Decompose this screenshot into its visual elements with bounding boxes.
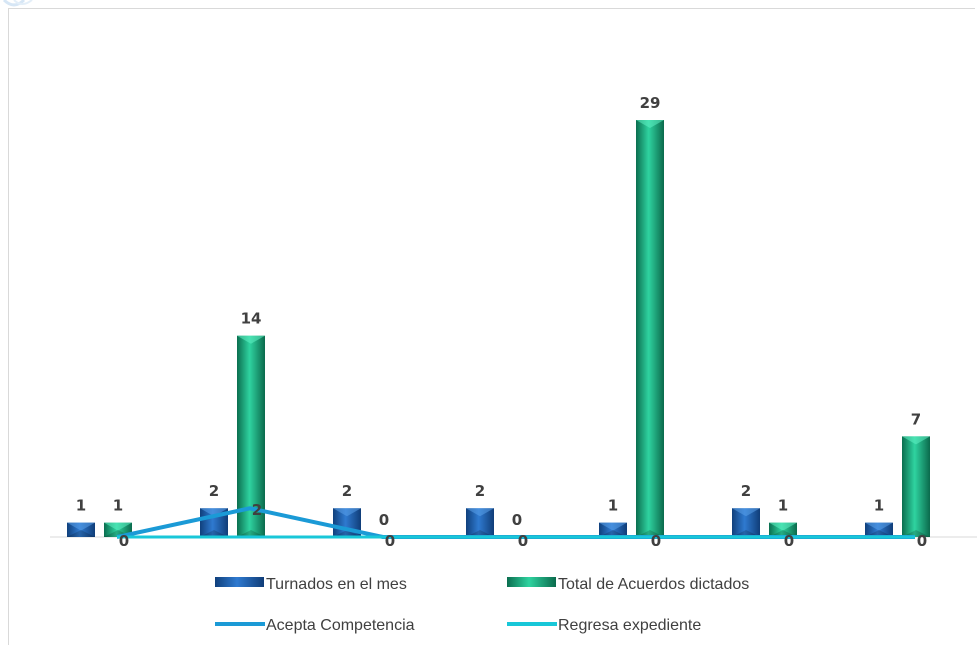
legend: Turnados en el mes Total de Acuerdos dict… [215,576,749,634]
bar-bevel-0-5 [732,508,760,517]
data-label-turnados-5: 2 [741,482,751,500]
data-label-acuerdos-0: 1 [113,497,123,515]
legend-label-0: Turnados en el mes [266,576,407,593]
bar-bevel-0-1 [200,508,228,517]
bar-base-shade-0-1 [200,530,228,537]
bar-bevel-0-2 [333,508,361,517]
bar-bevel-1-4 [636,120,664,128]
data-label-acuerdos-4: 29 [640,94,661,112]
bar-acuerdos-4 [636,120,664,537]
bar-base-shade-0-0 [67,530,95,537]
bar-bevel-1-6 [902,436,930,445]
legend-label-2: Acepta Competencia [266,617,415,634]
plot-area: 1 1 2 14 2 0 2 0 1 29 2 1 1 7 0 2 0 0 0 0 0 [50,94,977,550]
data-label-acepta-competencia-3: 0 [518,532,528,550]
legend-swatch-0 [215,577,264,587]
data-label-acuerdos-2: 0 [379,511,389,529]
bar-bevel-0-0 [67,522,95,531]
bar-bevel-1-1 [237,335,265,344]
bar-bevel-1-5 [769,522,797,531]
corner-logo-fragment [2,0,33,7]
bar-acuerdos-1 [237,335,265,537]
bar-base-shade-1-1 [237,530,265,537]
data-label-acuerdos-6: 7 [911,410,921,428]
data-label-acepta-competencia-4: 0 [651,532,661,550]
legend-swatch-1 [507,577,556,587]
data-label-turnados-4: 1 [608,497,618,515]
data-label-acuerdos-1: 14 [241,310,262,328]
bar-bevel-0-3 [466,508,494,517]
data-label-acepta-competencia-2: 0 [385,532,395,550]
legend-label-3: Regresa expediente [558,617,701,634]
data-label-turnados-3: 2 [475,482,485,500]
data-label-turnados-1: 2 [209,482,219,500]
data-label-acepta-competencia-6: 0 [917,532,927,550]
bar-acuerdos-6 [902,436,930,537]
bar-bevel-0-6 [865,522,893,531]
data-label-turnados-6: 1 [874,497,884,515]
bar-base-shade-0-2 [333,530,361,537]
bar-bevel-1-0 [104,522,132,531]
data-label-acepta-competencia-0: 0 [119,532,129,550]
data-label-turnados-2: 2 [342,482,352,500]
data-label-turnados-0: 1 [76,497,86,515]
bar-bevel-0-4 [599,522,627,531]
data-label-acuerdos-5: 1 [778,497,788,515]
data-label-acepta-competencia-1: 2 [252,501,262,519]
data-label-acepta-competencia-5: 0 [784,532,794,550]
legend-label-1: Total de Acuerdos dictados [558,576,749,593]
data-label-acuerdos-3: 0 [512,511,522,529]
